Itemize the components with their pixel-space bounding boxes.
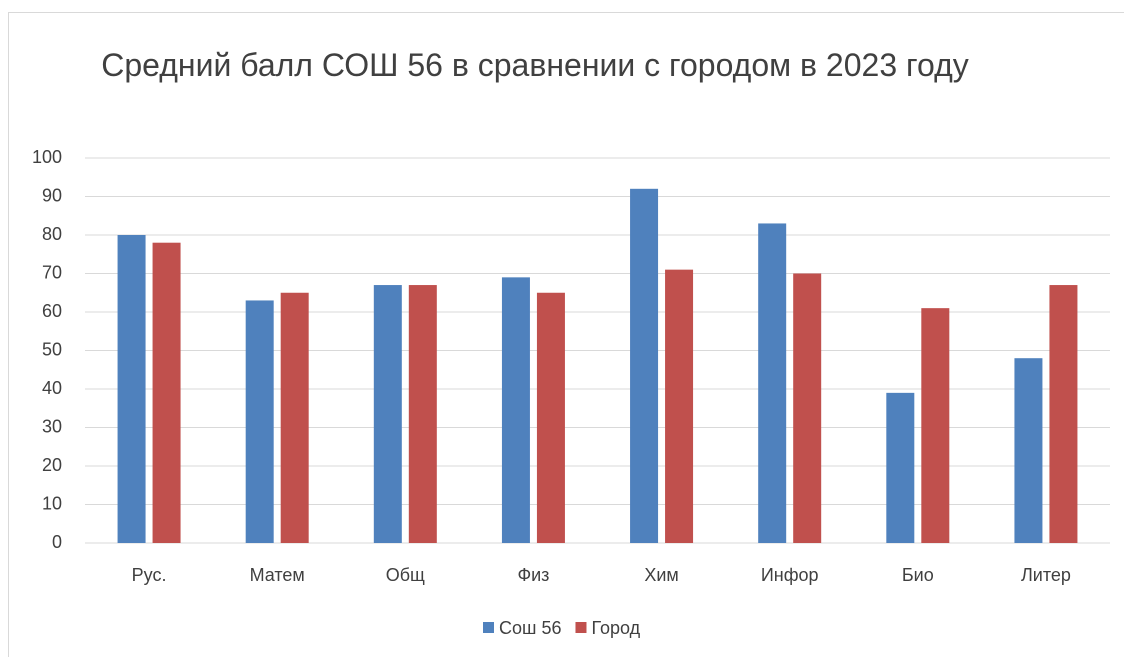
y-tick-label: 70 <box>42 262 62 282</box>
y-tick-label: 0 <box>52 532 62 552</box>
bar <box>886 392 915 543</box>
bar <box>536 292 565 543</box>
bar <box>1014 358 1043 543</box>
y-tick-label: 10 <box>42 493 62 513</box>
bar <box>1049 285 1078 543</box>
bar <box>117 235 146 543</box>
y-tick-label: 30 <box>42 416 62 436</box>
x-tick-label: Физ <box>517 565 549 585</box>
bar <box>665 269 694 543</box>
bar <box>793 273 822 543</box>
x-tick-label: Хим <box>644 565 678 585</box>
legend-swatch <box>575 622 587 633</box>
x-tick-label: Био <box>902 565 934 585</box>
x-tick-label: Рус. <box>132 565 167 585</box>
x-tick-label: Инфор <box>761 565 819 585</box>
bar <box>373 285 402 543</box>
x-tick-label: Матем <box>250 565 305 585</box>
y-tick-label: 20 <box>42 455 62 475</box>
y-tick-label: 80 <box>42 224 62 244</box>
bar <box>152 242 181 543</box>
bar <box>630 188 659 544</box>
y-tick-label: 90 <box>42 185 62 205</box>
bar <box>280 292 309 543</box>
y-tick-label: 60 <box>42 301 62 321</box>
legend-swatch <box>483 622 494 633</box>
bar <box>501 277 530 543</box>
bar <box>245 300 274 543</box>
bar <box>408 285 437 543</box>
y-tick-label: 50 <box>42 339 62 359</box>
legend-label: Сош 56 <box>499 618 561 638</box>
bar <box>758 223 787 543</box>
x-tick-label: Литер <box>1021 565 1071 585</box>
legend-label: Город <box>591 618 640 638</box>
chart-title: Средний балл СОШ 56 в сравнении с городо… <box>101 47 969 83</box>
x-tick-label: Общ <box>386 565 425 585</box>
chart-border <box>8 12 1124 657</box>
y-tick-label: 40 <box>42 378 62 398</box>
y-tick-label: 100 <box>32 147 62 167</box>
bar <box>921 308 950 543</box>
